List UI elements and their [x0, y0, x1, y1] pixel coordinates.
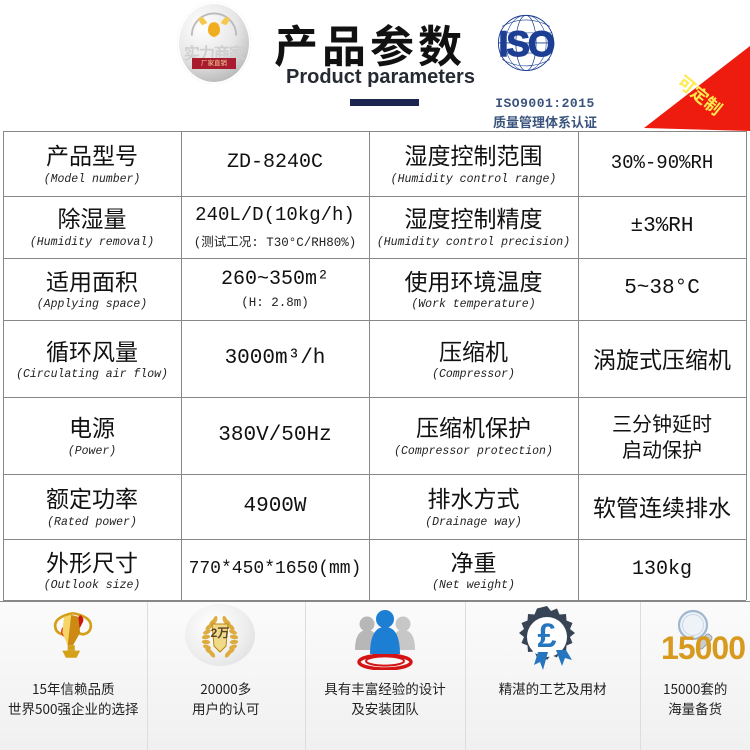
svg-text:2万: 2万 [211, 626, 230, 640]
svg-text:£: £ [538, 617, 557, 655]
